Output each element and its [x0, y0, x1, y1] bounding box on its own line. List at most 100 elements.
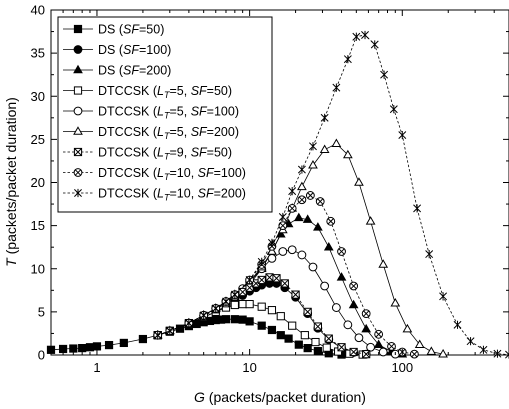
data-point: [153, 331, 162, 340]
legend-marker: [73, 24, 83, 34]
data-point: [278, 212, 287, 222]
data-point: [58, 344, 68, 354]
legend: DS (SF=50)DS (SF=100)DS (SF=200)DTCCSK (…: [57, 16, 273, 213]
legend-entry: DTCCSK (LT=5, SF=50): [63, 84, 232, 100]
data-point: [337, 247, 346, 256]
data-point: [211, 304, 220, 313]
legend-label-part: =100): [139, 43, 171, 57]
data-point: [245, 275, 254, 285]
data-point: [361, 30, 369, 40]
data-point: [313, 322, 322, 331]
data-point: [300, 331, 309, 340]
y-axis-title: T (packets/packet duration): [3, 97, 19, 267]
legend-label: DS (SF=100): [98, 43, 171, 57]
legend-label-part: =10,: [169, 187, 197, 201]
x-tick-label: 1: [93, 360, 100, 375]
legend-label: DTCCSK (LT=10, SF=200): [98, 187, 246, 203]
data-point: [505, 350, 509, 359]
legend-label-part: T: [164, 172, 171, 182]
data-point: [245, 300, 254, 309]
legend-label-part: DTCCSK (: [98, 187, 158, 201]
legend-entry: DS (SF=100): [63, 43, 171, 57]
data-point: [390, 298, 401, 307]
legend-label: DTCCSK (LT=10, SF=100): [98, 166, 246, 182]
y-tick-label: 0: [38, 348, 45, 363]
data-point: [337, 343, 346, 352]
data-point: [349, 281, 359, 291]
data-point: [439, 292, 448, 301]
legend-label-part: =5,: [169, 105, 190, 119]
data-point: [389, 105, 398, 114]
data-point: [343, 55, 352, 64]
data-point: [287, 203, 297, 213]
data-point: [402, 323, 413, 333]
y-tick-label: 40: [31, 3, 45, 18]
data-point: [267, 246, 277, 255]
legend-entry: DTCCSK (LT=5, SF=200): [63, 125, 239, 141]
data-point: [343, 320, 353, 330]
data-point: [348, 299, 359, 309]
data-point: [342, 149, 353, 159]
data-point: [257, 257, 266, 266]
legend-label: DTCCSK (LT=5, SF=100): [98, 105, 239, 121]
legend-label-part: DTCCSK (: [98, 105, 158, 119]
data-point: [352, 32, 361, 41]
legend-label-part: DTCCSK (: [98, 166, 158, 180]
data-point: [354, 177, 364, 186]
data-point: [230, 290, 239, 299]
legend-label-part: SF: [123, 43, 140, 57]
data-point: [199, 311, 208, 320]
data-point: [409, 349, 419, 359]
data-point: [267, 306, 277, 315]
y-tick-label: 35: [31, 46, 45, 61]
y-tick-label: 5: [38, 304, 45, 319]
data-point: [414, 339, 425, 348]
legend-label-part: =50): [207, 84, 232, 98]
data-point: [92, 342, 102, 351]
data-point: [361, 309, 371, 319]
legend-marker: [73, 126, 83, 135]
legend-label-part: L: [157, 105, 164, 119]
data-point: [222, 297, 230, 306]
data-point: [303, 307, 312, 316]
data-point: [479, 345, 488, 354]
legend-marker: [74, 188, 82, 198]
legend-entry: DTCCSK (LT=9, SF=50): [63, 146, 232, 162]
data-point: [287, 245, 297, 255]
data-point: [257, 321, 266, 330]
data-point: [278, 247, 288, 256]
x-axis-title: G (packets/packet duration): [194, 389, 366, 405]
legend-label-part: T: [164, 193, 171, 203]
legend-marker: [73, 45, 83, 54]
data-point: [331, 303, 341, 312]
legend-label-part: SF: [191, 105, 208, 119]
data-point: [267, 325, 277, 335]
data-point: [297, 165, 306, 174]
data-point: [297, 195, 307, 205]
data-point: [293, 212, 304, 222]
data-point: [426, 346, 437, 355]
legend-entry: DTCCSK (LT=5, SF=100): [63, 105, 239, 121]
legend-label-part: =100): [207, 105, 239, 119]
legend-label-part: T: [164, 111, 171, 121]
data-point: [387, 341, 396, 351]
data-point: [221, 315, 231, 324]
data-point: [230, 315, 239, 324]
legend-label-part: =5,: [169, 125, 190, 139]
legend-marker: [73, 86, 83, 95]
data-point: [291, 290, 300, 299]
data-point: [308, 262, 318, 272]
axis-layer: 1 10 100 0 5 10 15 20 25 30 35 40: [31, 3, 509, 375]
data-point: [374, 329, 384, 339]
legend-label: DTCCSK (LT=5, SF=200): [98, 125, 239, 141]
data-point: [354, 333, 364, 343]
data-point: [245, 317, 254, 326]
data-point: [332, 83, 341, 92]
legend-label-part: =200): [214, 187, 246, 201]
data-point: [378, 259, 389, 268]
legend-label-part: DTCCSK (: [98, 125, 158, 139]
data-point: [373, 339, 384, 348]
legend-label-part: T: [164, 131, 171, 141]
legend-label-part: SF: [123, 23, 140, 37]
